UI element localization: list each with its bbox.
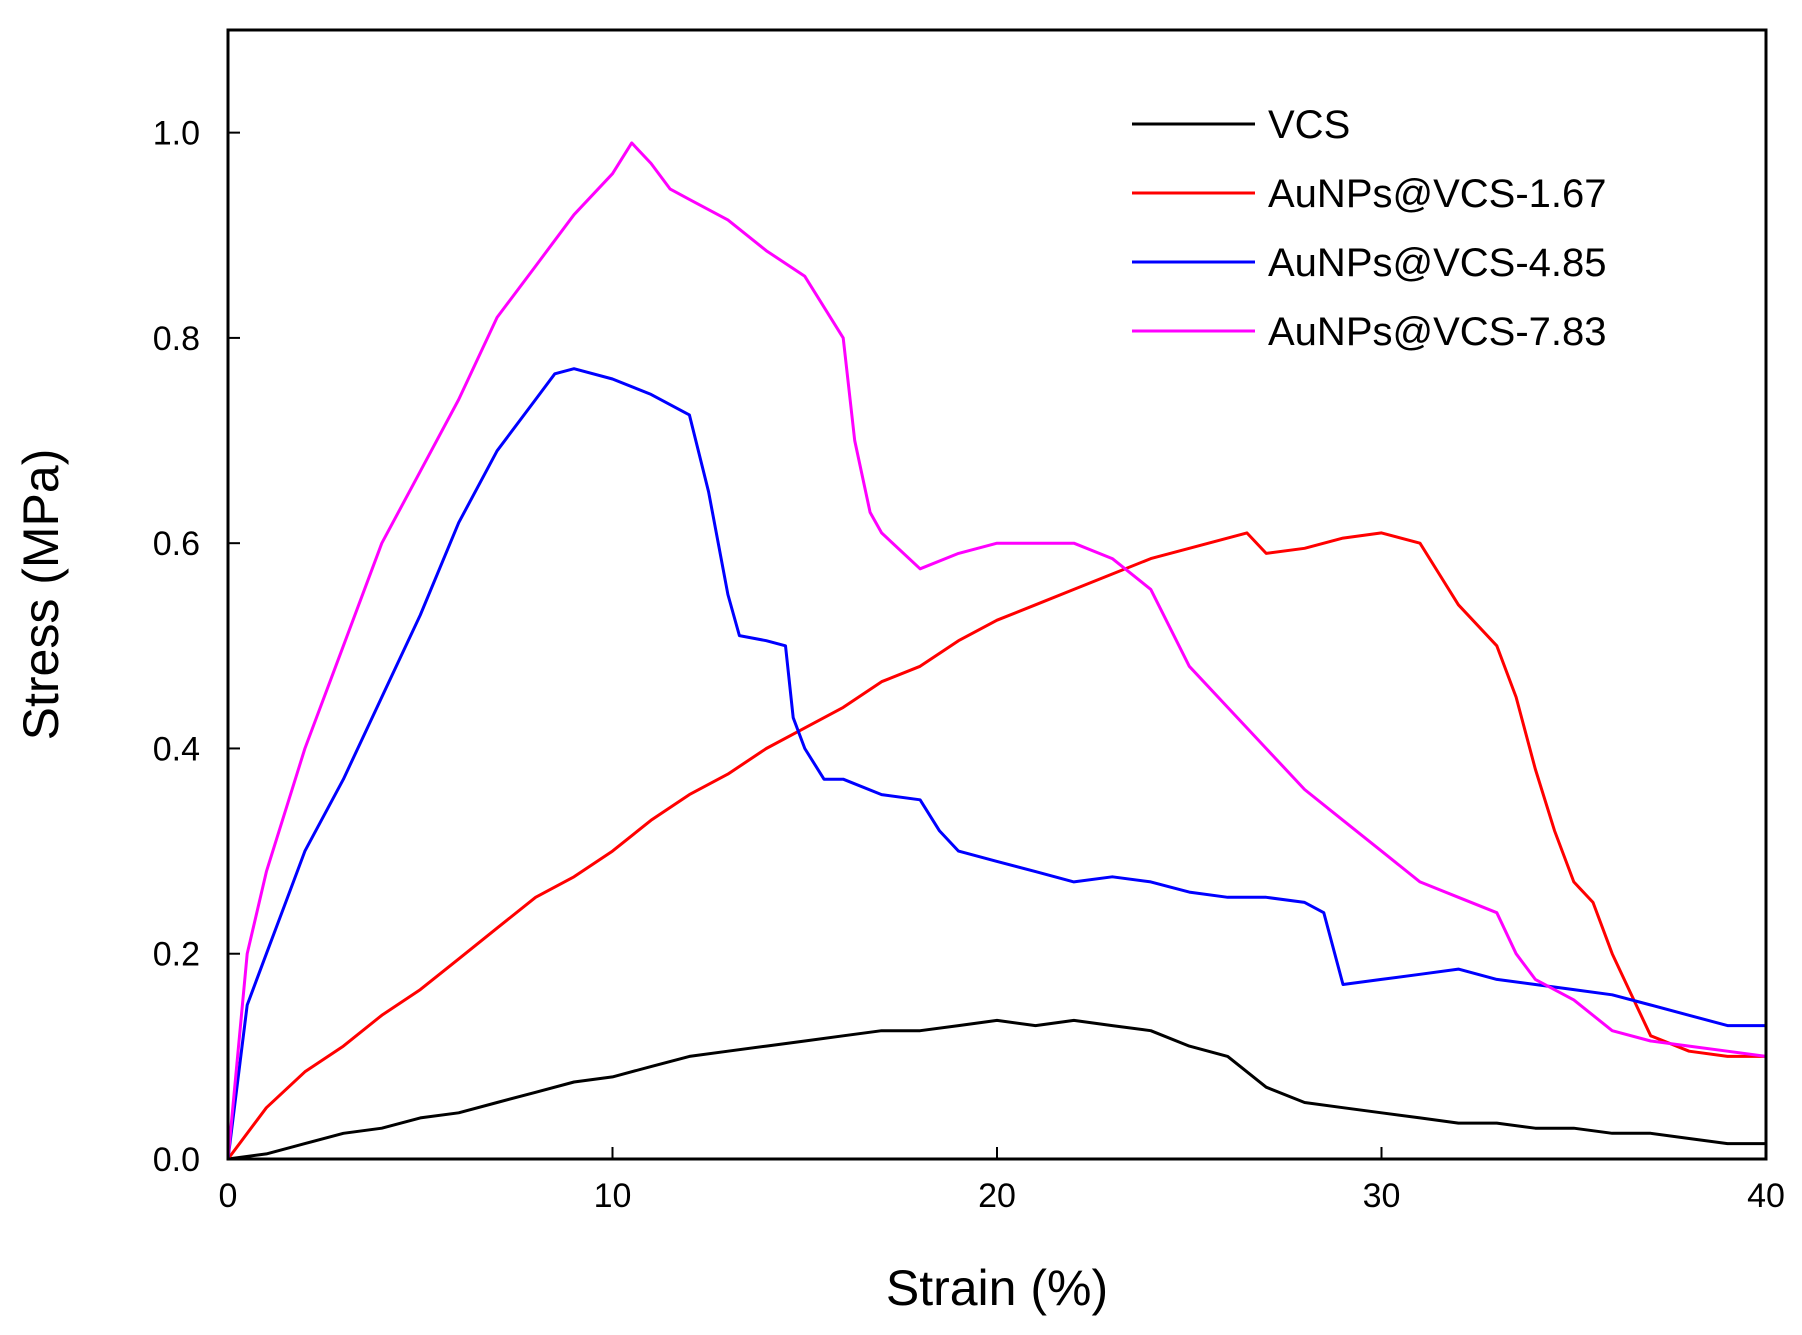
legend-label-1: AuNPs@VCS-1.67: [1268, 172, 1607, 216]
ticks-layer: 0 10 20 30 40 0.0 0.2 0.4 0.6 0.8 1.0: [153, 115, 1785, 1215]
x-tick-label-2: 20: [978, 1177, 1016, 1215]
y-tick-label-1: 0.2: [153, 936, 200, 974]
y-tick-label-2: 0.4: [153, 730, 200, 768]
x-axis-title: Strain (%): [886, 1260, 1108, 1316]
x-tick-label-0: 0: [219, 1177, 238, 1215]
x-tick-label-1: 10: [594, 1177, 632, 1215]
legend: VCS AuNPs@VCS-1.67 AuNPs@VCS-4.85 AuNPs@VCS…: [1132, 103, 1607, 354]
legend-label-0: VCS: [1268, 103, 1350, 147]
x-tick-label-3: 30: [1363, 1177, 1401, 1215]
y-tick-label-5: 1.0: [153, 115, 200, 153]
y-tick-label-0: 0.0: [153, 1141, 200, 1179]
series-line-1: [226, 531, 1768, 1161]
series-line-0: [226, 1018, 1768, 1161]
y-tick-label-4: 0.8: [153, 320, 200, 358]
series-layer: [226, 141, 1768, 1161]
series-line-3: [226, 141, 1768, 1161]
y-tick-label-3: 0.6: [153, 525, 200, 563]
legend-label-2: AuNPs@VCS-4.85: [1268, 241, 1607, 285]
legend-label-3: AuNPs@VCS-7.83: [1268, 310, 1607, 354]
series-line-2: [226, 367, 1768, 1161]
x-tick-label-4: 40: [1747, 1177, 1785, 1215]
y-axis-title: Stress (MPa): [13, 449, 69, 741]
